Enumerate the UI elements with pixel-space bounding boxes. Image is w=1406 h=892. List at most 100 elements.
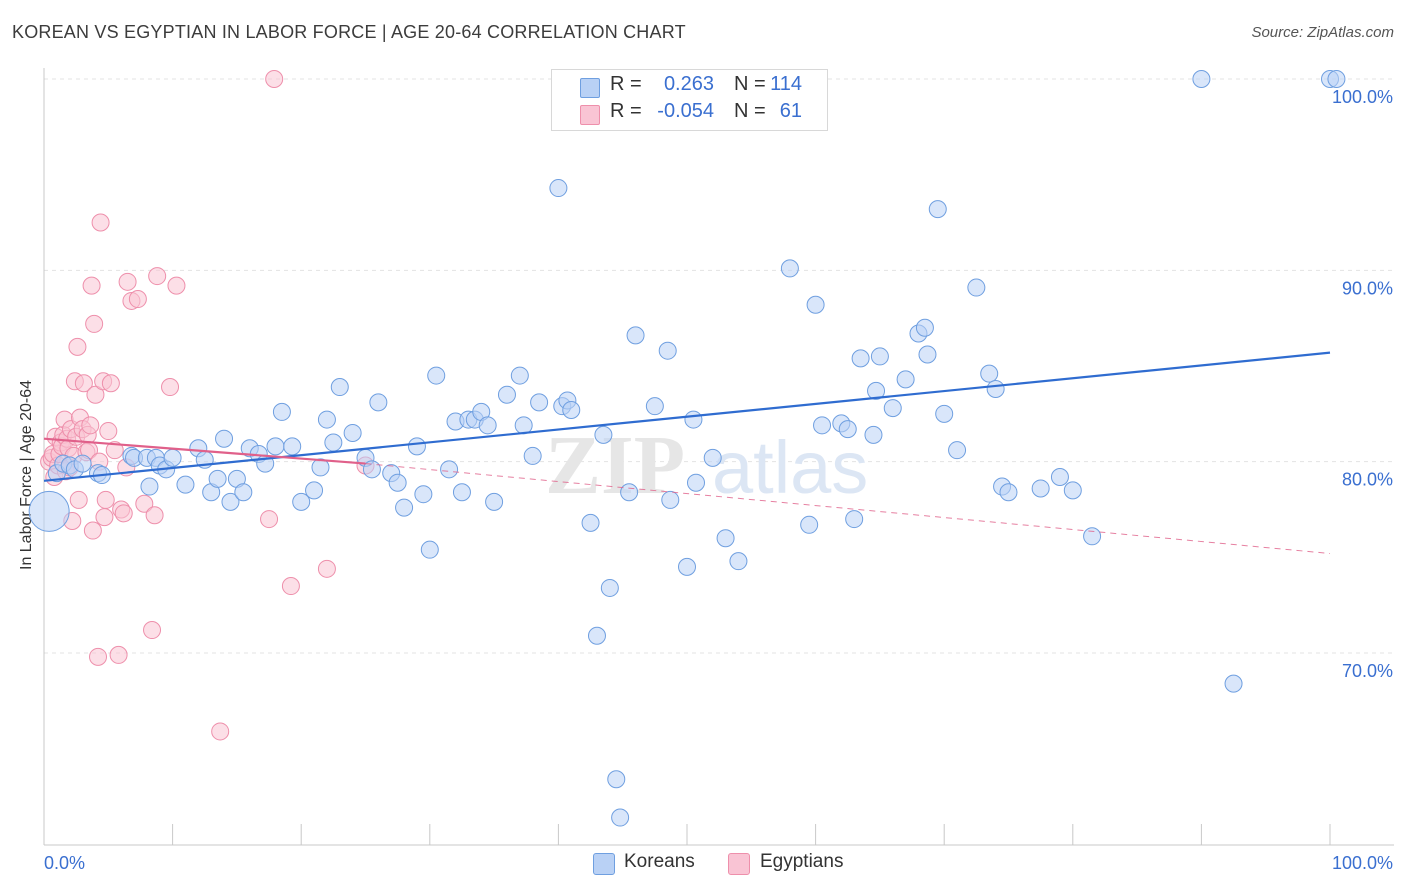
koreans-point (272, 402, 291, 421)
koreans-point (918, 345, 937, 364)
koreans-point (967, 278, 986, 297)
egyptians-point (167, 276, 186, 295)
watermark: ZIP atlas (545, 419, 868, 512)
koreans-point (658, 341, 677, 360)
egyptians-point (68, 337, 87, 356)
r-label: R = (610, 73, 642, 95)
watermark-zip: ZIP (545, 419, 685, 512)
egyptians-point (83, 521, 102, 540)
koreans-point (915, 318, 934, 337)
legend-row-koreans: R = 0.263 N = 114 (552, 73, 827, 101)
trend-lines (43, 351, 1331, 555)
koreans-point (523, 446, 542, 465)
egyptians-point (148, 267, 167, 286)
koreans-point (935, 404, 954, 423)
koreans-point (485, 492, 504, 511)
source-credit: Source: ZipAtlas.com (1251, 24, 1394, 41)
watermark-atlas: atlas (712, 426, 868, 509)
koreans-point (780, 259, 799, 278)
koreans-point (948, 441, 967, 460)
koreans-point (883, 399, 902, 418)
koreans-point (838, 420, 857, 439)
koreans-point (600, 578, 619, 597)
koreans-point (684, 410, 703, 429)
egyptians-point (89, 647, 108, 666)
koreans-swatch (593, 853, 615, 875)
koreans-point (867, 381, 886, 400)
egyptians-swatch (580, 105, 600, 125)
koreans-point (420, 540, 439, 559)
koreans-point (587, 626, 606, 645)
x-tick-label: 0.0% (44, 853, 85, 873)
egyptians-point (105, 441, 124, 460)
koreans-point (73, 454, 92, 473)
y-tick-label: 70.0% (1342, 661, 1393, 681)
n-value: 114 (770, 73, 802, 95)
koreans-point (208, 469, 227, 488)
koreans-point (896, 370, 915, 389)
koreans-point (440, 460, 459, 479)
koreans-point (343, 423, 362, 442)
koreans-point (1083, 527, 1102, 546)
egyptians-point (114, 504, 133, 523)
koreans-point (140, 477, 159, 496)
y-tick-labels: 70.0% 80.0% 90.0% 100.0% (1332, 87, 1393, 681)
koreans-point (317, 410, 336, 429)
koreans-point (414, 485, 433, 504)
egyptians-point (135, 494, 154, 513)
koreans-point (407, 437, 426, 456)
egyptians-point (69, 490, 88, 509)
koreans-point (305, 481, 324, 500)
koreans-point (427, 366, 446, 385)
egyptians-point (143, 621, 162, 640)
r-value: -0.054 (657, 100, 714, 122)
y-tick-label: 80.0% (1342, 470, 1393, 490)
koreans-point (510, 366, 529, 385)
egyptians-point (161, 378, 180, 397)
koreans-point (562, 401, 581, 420)
egyptians-point (211, 722, 230, 741)
n-label: N = (734, 100, 766, 122)
koreans-point (176, 475, 195, 494)
koreans-point (28, 490, 70, 532)
koreans-point (716, 529, 735, 548)
koreans-point (1050, 467, 1069, 486)
koreans-swatch (580, 78, 600, 98)
koreans-point (800, 515, 819, 534)
egyptians-point (99, 422, 118, 441)
egyptians-point (128, 290, 147, 309)
koreans-point (620, 483, 639, 502)
koreans-point (292, 492, 311, 511)
koreans-point (999, 483, 1018, 502)
koreans-point (163, 448, 182, 467)
koreans-point (549, 179, 568, 198)
koreans-point (1063, 481, 1082, 500)
egyptians-label: Egyptians (760, 851, 844, 872)
koreans-point (395, 498, 414, 517)
y-tick-label: 100.0% (1332, 87, 1393, 107)
koreans-point (215, 429, 234, 448)
koreans-point (1327, 70, 1346, 88)
egyptians-point (109, 645, 128, 664)
koreans-point (864, 425, 883, 444)
n-value: 61 (779, 100, 802, 122)
koreans-point (478, 416, 497, 435)
egyptians-point (101, 374, 120, 393)
koreans-point (678, 557, 696, 576)
egyptians-point (265, 70, 284, 88)
koreans-point (845, 510, 864, 529)
koreans-point (514, 416, 533, 435)
koreans-point (980, 364, 999, 383)
egyptians-point (118, 272, 137, 291)
egyptians-point (81, 416, 100, 435)
koreans-point (1031, 479, 1050, 498)
egyptians-point (145, 506, 164, 525)
chart-title: KOREAN VS EGYPTIAN IN LABOR FORCE | AGE … (12, 22, 686, 42)
egyptians-point (260, 510, 279, 529)
egyptians-point (85, 314, 104, 333)
koreans-point (607, 770, 626, 789)
koreans-point (1224, 674, 1243, 693)
egyptians-trend-line (43, 437, 366, 465)
egyptians-point (74, 374, 93, 393)
